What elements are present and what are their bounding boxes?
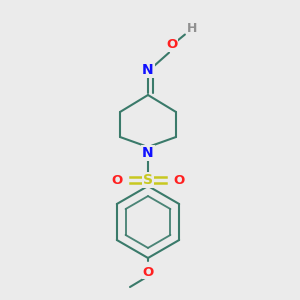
Text: N: N (142, 146, 154, 160)
Text: N: N (142, 63, 154, 77)
Text: S: S (143, 173, 153, 187)
Text: O: O (167, 38, 178, 52)
Text: O: O (173, 173, 184, 187)
Text: O: O (111, 173, 123, 187)
Text: H: H (187, 22, 197, 34)
Text: O: O (142, 266, 154, 278)
